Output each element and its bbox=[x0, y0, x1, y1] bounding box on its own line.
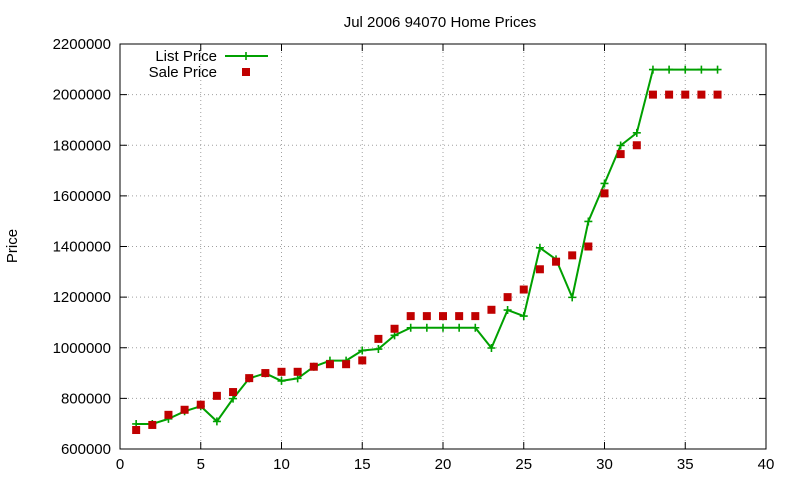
list-price-point bbox=[277, 376, 286, 385]
y-tick-label: 1800000 bbox=[53, 137, 111, 154]
sale-price-point bbox=[325, 360, 334, 369]
list-price-point bbox=[535, 243, 544, 252]
y-tick-label: 1400000 bbox=[53, 239, 111, 256]
y-tick-label: 600000 bbox=[61, 441, 111, 458]
sale-price-point bbox=[713, 90, 722, 99]
sale-price-point bbox=[471, 312, 480, 321]
sale-price-point bbox=[245, 374, 254, 383]
sale-price-point bbox=[487, 305, 496, 314]
x-tick-label: 0 bbox=[116, 456, 124, 473]
list-price-point bbox=[212, 417, 221, 426]
sale-price-point bbox=[180, 405, 189, 414]
list-price-point bbox=[616, 141, 625, 150]
sale-price-point bbox=[584, 242, 593, 251]
y-tick-label: 800000 bbox=[61, 390, 111, 407]
list-price-point bbox=[584, 217, 593, 226]
sale-price-point bbox=[358, 356, 367, 365]
sale-price-point bbox=[164, 410, 173, 419]
y-tick-label: 1600000 bbox=[53, 188, 111, 205]
sale-price-point bbox=[148, 420, 157, 429]
x-tick-label: 30 bbox=[596, 456, 613, 473]
y-tick-label: 2000000 bbox=[53, 87, 111, 104]
list-price-point bbox=[455, 323, 464, 332]
list-price-point bbox=[374, 345, 383, 354]
sale-price-point bbox=[277, 367, 286, 376]
list-price-point bbox=[648, 65, 657, 74]
list-price-point bbox=[519, 312, 528, 321]
legend-label: Sale Price bbox=[149, 64, 217, 81]
list-price-point bbox=[439, 323, 447, 332]
legend-label: List Price bbox=[155, 48, 217, 65]
sale-price-point bbox=[422, 312, 431, 321]
list-price-point bbox=[681, 65, 690, 74]
list-price-point bbox=[422, 323, 431, 332]
sale-price-point bbox=[552, 257, 561, 266]
grid-lines bbox=[120, 44, 766, 449]
y-axis-label: Price bbox=[4, 229, 21, 263]
sale-price-point bbox=[616, 150, 625, 159]
sale-price-point bbox=[455, 312, 464, 321]
x-tick-label: 40 bbox=[758, 456, 775, 473]
x-tick-label: 15 bbox=[354, 456, 371, 473]
sale-price-point bbox=[196, 400, 205, 409]
list-price-point bbox=[471, 323, 480, 332]
list-price-point bbox=[568, 293, 577, 302]
chart-title: Jul 2006 94070 Home Prices bbox=[344, 14, 537, 31]
sale-price-point bbox=[374, 334, 383, 343]
sale-price-point bbox=[229, 388, 238, 397]
y-tick-label: 1200000 bbox=[53, 289, 111, 306]
x-tick-label: 20 bbox=[435, 456, 452, 473]
sale-price-point bbox=[648, 90, 657, 99]
x-tick-label: 25 bbox=[515, 456, 532, 473]
list-price-point bbox=[697, 65, 706, 74]
sale-price-point bbox=[681, 90, 690, 99]
sale-price-point bbox=[568, 251, 577, 260]
list-price-point bbox=[713, 65, 722, 74]
list-price-point bbox=[406, 323, 415, 332]
sale-price-point bbox=[665, 90, 674, 99]
sale-price-point bbox=[390, 324, 399, 333]
legend-plus-marker bbox=[242, 52, 250, 60]
y-tick-label: 2200000 bbox=[53, 36, 111, 53]
sale-price-point bbox=[697, 90, 706, 99]
sale-price-point bbox=[261, 369, 270, 378]
sale-price-point bbox=[293, 367, 302, 376]
sale-price-point bbox=[132, 426, 141, 435]
sale-price-point bbox=[600, 189, 609, 198]
sale-price-point bbox=[632, 141, 641, 150]
list-price-point bbox=[503, 306, 512, 315]
list-price-point bbox=[487, 344, 496, 353]
sale-price-point bbox=[503, 293, 512, 302]
list-price-point bbox=[632, 128, 641, 137]
list-price-point bbox=[600, 179, 609, 188]
x-tick-label: 35 bbox=[677, 456, 694, 473]
axes: 0 5 10 15 20 25 30 35 40 600000 800000 1000000 12000… bbox=[53, 36, 775, 473]
sale-price-point bbox=[535, 265, 544, 274]
list-price-point bbox=[358, 346, 367, 355]
y-tick-label: 1000000 bbox=[53, 340, 111, 357]
sale-price-point bbox=[212, 391, 221, 400]
sale-price-point bbox=[342, 360, 351, 369]
sale-price-point bbox=[309, 362, 318, 371]
sale-price-point bbox=[406, 312, 415, 321]
sale-price-point bbox=[519, 285, 528, 294]
x-tick-label: 5 bbox=[197, 456, 205, 473]
sale-price-point bbox=[439, 312, 447, 321]
list-price-line bbox=[136, 68, 718, 425]
x-tick-label: 10 bbox=[273, 456, 290, 473]
list-price-point bbox=[665, 65, 674, 74]
series-layer bbox=[132, 65, 722, 435]
legend-square-marker bbox=[242, 68, 250, 76]
